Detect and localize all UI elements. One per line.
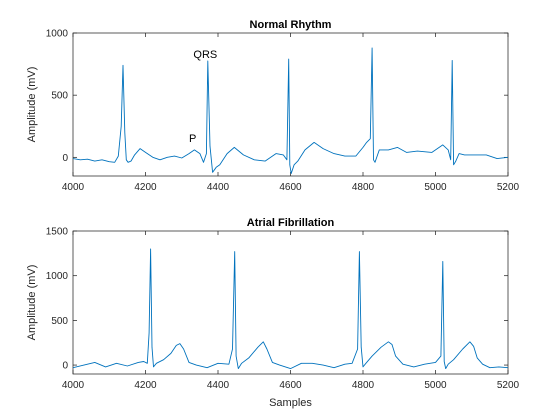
annotation-qrs: QRS: [193, 49, 217, 61]
x-tick-label: 4800: [352, 380, 375, 391]
ecg-trace-afib: [73, 248, 508, 370]
x-tick-label: 4000: [62, 380, 85, 391]
axes-box: [72, 230, 509, 375]
normal-rhythm-panel: 4000 4200 4400 4600 4800 5000 5200 0 500 1000 Nor…: [26, 19, 520, 193]
ecg-trace-normal: [73, 47, 508, 174]
x-tick-label: 5000: [424, 182, 447, 193]
x-tick-label: 4000: [62, 182, 85, 193]
x-tick-label: 5000: [424, 380, 447, 391]
x-tick-label: 4200: [134, 182, 157, 193]
y-tick-label: 500: [51, 91, 68, 102]
atrial-fibrillation-panel: 4000 4200 4400 4600 4800 5000 5200 0 500 1000 1500…: [26, 217, 520, 409]
y-tick-label: 1500: [46, 227, 69, 238]
chart-title: Normal Rhythm: [250, 19, 332, 31]
y-axis-label: Amplitude (mV): [26, 265, 38, 341]
x-tick-label: 4800: [352, 182, 375, 193]
x-tick-label: 5200: [497, 182, 520, 193]
chart-title: Atrial Fibrillation: [247, 217, 335, 229]
x-tick-label: 5200: [497, 380, 520, 391]
x-tick-label: 4400: [207, 380, 230, 391]
y-axis-label: Amplitude (mV): [26, 67, 38, 143]
y-tick-label: 0: [62, 153, 68, 164]
x-tick-label: 4200: [134, 380, 157, 391]
x-tick-label: 4600: [279, 380, 302, 391]
y-tick-label: 0: [62, 361, 68, 372]
x-tick-label: 4600: [279, 182, 302, 193]
y-tick-label: 500: [51, 316, 68, 327]
x-tick-label: 4400: [207, 182, 230, 193]
axes-box: [72, 32, 509, 177]
y-tick-label: 1000: [46, 29, 69, 40]
annotation-p: P: [189, 133, 196, 145]
y-tick-label: 1000: [46, 271, 69, 282]
x-axis-label: Samples: [269, 397, 312, 409]
